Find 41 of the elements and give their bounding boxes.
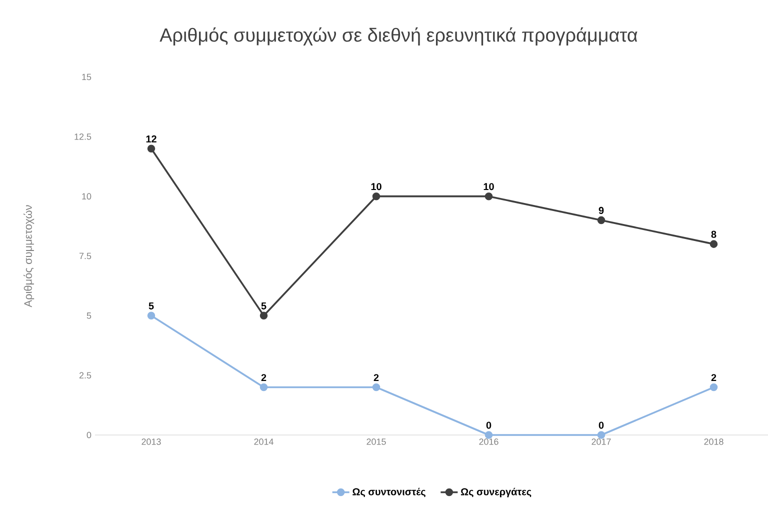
point <box>484 431 493 439</box>
y-tick-label: 2.5 <box>79 372 92 379</box>
data-label: 12 <box>146 135 156 142</box>
point <box>597 431 606 439</box>
y-tick-label: 15 <box>82 74 92 80</box>
x-tick-label: 2017 <box>592 438 611 445</box>
legend-label: Ως συνεργάτες <box>460 488 532 498</box>
y-tick-label: 5 <box>86 312 92 319</box>
y-tick-label: 7.5 <box>79 252 92 260</box>
y-tick-label: 0 <box>86 432 92 438</box>
data-label: 0 <box>598 422 604 429</box>
data-label: 9 <box>598 206 604 214</box>
x-tick-label: 2013 <box>142 438 161 445</box>
point <box>147 312 156 320</box>
point <box>484 192 493 200</box>
data-label: 0 <box>486 422 492 429</box>
x-tick-label: 2018 <box>704 438 724 445</box>
data-label: 5 <box>261 302 266 310</box>
data-label: 10 <box>484 183 494 190</box>
point <box>372 192 380 200</box>
point <box>597 216 606 224</box>
point <box>710 240 718 248</box>
x-tick-label: 2015 <box>366 438 386 445</box>
data-label: 2 <box>261 374 266 382</box>
data-label: 2 <box>374 374 379 382</box>
point <box>260 312 268 320</box>
data-label: 5 <box>148 302 154 310</box>
data-label: 10 <box>371 183 382 190</box>
y-axis-title: Αριθμός συμμετοχών <box>24 205 34 308</box>
point <box>710 383 718 392</box>
data-label: 8 <box>711 230 716 238</box>
x-tick-label: 2014 <box>254 438 274 445</box>
point <box>372 383 380 392</box>
chart-title: Αριθμός συμμετοχών σε διεθνή ερευνητικά προγράμματα <box>160 27 638 46</box>
y-tick-label: 12.5 <box>74 133 92 140</box>
data-label: 2 <box>711 374 716 382</box>
x-tick-label: 2016 <box>479 438 498 445</box>
legend-label: Ως συντονιστές <box>352 488 426 498</box>
point <box>260 383 268 392</box>
y-tick-label: 10 <box>82 193 92 200</box>
point <box>147 144 156 152</box>
